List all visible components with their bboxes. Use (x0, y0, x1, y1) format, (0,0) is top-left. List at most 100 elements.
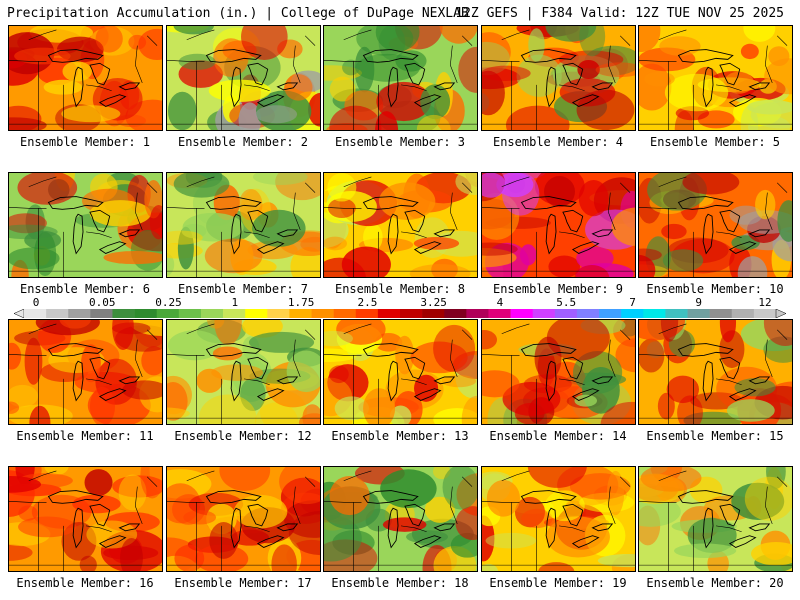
border-line (461, 182, 473, 193)
ensemble-map-4 (481, 25, 636, 131)
precip-blob (482, 242, 518, 256)
precip-blob (95, 26, 123, 53)
precip-blob (482, 370, 520, 398)
precip-blob (528, 28, 545, 62)
colorbar-segment (134, 309, 158, 318)
precip-blob (661, 223, 687, 240)
precip-blob (149, 204, 162, 240)
precip-blob (482, 173, 507, 198)
precip-blob (329, 476, 370, 516)
ensemble-member-label: Ensemble Member: 7 (177, 282, 309, 296)
run-valid-time: 12Z GEFS | F384 Valid: 12Z TUE NOV 25 20… (455, 6, 784, 21)
precip-blob (600, 401, 635, 424)
precip-blob (378, 182, 436, 220)
precip-blob (441, 375, 477, 388)
colorbar-segment (488, 309, 511, 318)
precip-blob (726, 399, 775, 422)
border-line (658, 323, 687, 335)
precip-blob (639, 474, 679, 503)
precip-blob (141, 346, 162, 376)
border-line (608, 192, 616, 231)
border-line (146, 182, 158, 193)
border-line (304, 476, 316, 487)
lake-outline (413, 388, 442, 401)
ensemble-member-label: Ensemble Member: 16 (16, 576, 154, 590)
ensemble-member-label: Ensemble Member: 2 (177, 135, 309, 149)
lake-outline (677, 343, 734, 357)
lake-outline (591, 376, 614, 385)
precip-blob (212, 346, 243, 361)
precip-field (324, 320, 477, 424)
border-line (501, 323, 530, 335)
lake-outline (276, 376, 299, 385)
precip-blob (416, 114, 451, 130)
lake-outline (748, 82, 771, 91)
precip-blob (413, 236, 460, 250)
lake-outline (562, 356, 584, 380)
lake-outline (98, 388, 127, 401)
border-line (608, 339, 616, 378)
lake-outline (562, 62, 584, 86)
border-line (243, 525, 270, 533)
lake-outline (520, 196, 577, 210)
lake-outline (118, 523, 141, 532)
border-line (639, 60, 677, 62)
precip-blob (308, 92, 320, 127)
lake-outline (748, 376, 771, 385)
lake-outline (591, 229, 614, 238)
precip-blob (167, 483, 201, 524)
lake-outline (545, 213, 557, 255)
border-line (146, 35, 158, 46)
lake-outline (571, 94, 600, 107)
colorbar-segment (223, 309, 246, 318)
precip-blob (615, 338, 635, 373)
border-line (619, 182, 631, 193)
precip-blob (639, 248, 662, 262)
precip-blob (639, 338, 665, 373)
precip-blob (576, 89, 635, 130)
colorbar-segment (112, 309, 135, 318)
border-line (501, 470, 530, 482)
precip-blob (302, 404, 320, 424)
precip-blob (61, 105, 121, 123)
precip-blob (342, 59, 360, 76)
colorbar-segment (178, 309, 202, 318)
precip-blob (482, 330, 497, 350)
precip-blob (9, 544, 33, 561)
lake-outline (256, 388, 285, 401)
lake-outline (98, 241, 127, 254)
colorbar-segment (200, 309, 224, 318)
precip-blob (252, 209, 306, 247)
border-line (639, 354, 677, 356)
lake-outline (47, 490, 104, 504)
precip-field (482, 467, 635, 571)
precip-blob (375, 26, 420, 52)
ensemble-member-label: Ensemble Member: 6 (19, 282, 151, 296)
lake-outline (118, 82, 141, 91)
lake-outline (545, 360, 557, 402)
precip-blob (644, 71, 675, 87)
precip-field (9, 173, 162, 277)
colorbar-tick-label: 0.05 (89, 296, 116, 309)
precip-blob (18, 516, 77, 538)
precip-blob (543, 176, 575, 208)
lake-outline (433, 376, 456, 385)
border-line (501, 29, 530, 41)
lake-outline (387, 213, 399, 255)
lake-outline (47, 343, 104, 357)
precip-blob (219, 467, 271, 491)
ensemble-map-20 (638, 466, 793, 572)
colorbar-tick-label: 1.75 (287, 296, 315, 309)
lake-outline (591, 523, 614, 532)
ensemble-map-5 (638, 25, 793, 131)
precip-blob (659, 36, 701, 56)
ensemble-map-3 (323, 25, 478, 131)
precip-blob (238, 102, 262, 130)
precip-field (167, 320, 320, 424)
lake-outline (387, 360, 399, 402)
lake-outline (413, 94, 442, 107)
precip-blob (664, 73, 729, 112)
border-line (639, 501, 677, 503)
border-line (776, 329, 788, 340)
border-line (343, 176, 372, 188)
